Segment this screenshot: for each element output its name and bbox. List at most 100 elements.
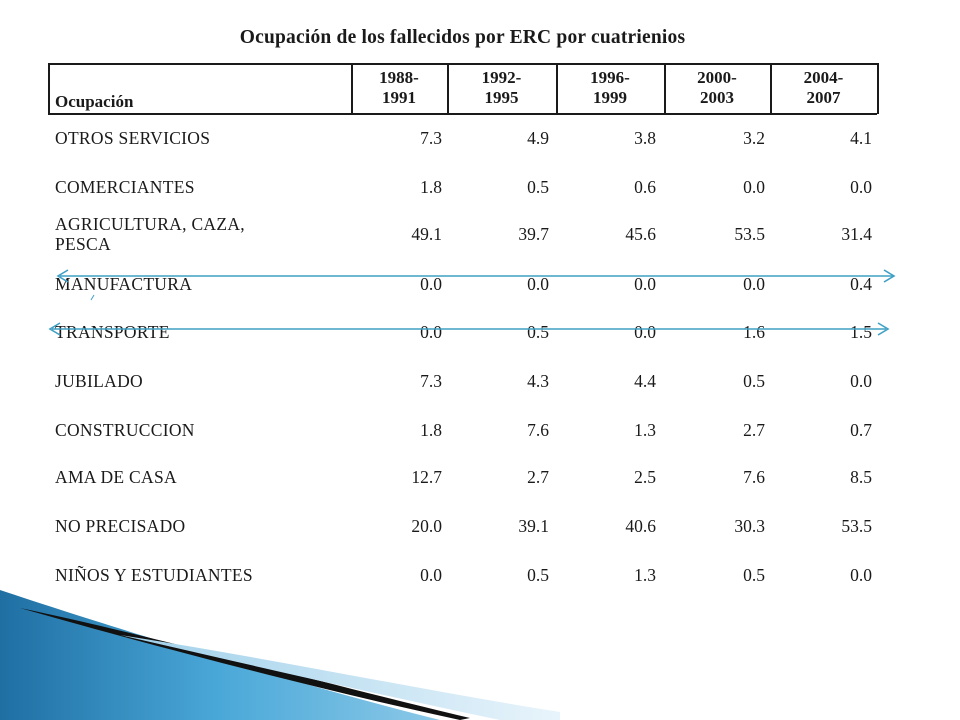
row-label: OTROS SERVICIOS — [55, 128, 210, 148]
arrow-manufactura — [56, 269, 896, 301]
row-value: 0.0 — [420, 565, 442, 585]
row-value: 2.5 — [634, 467, 656, 487]
row-value: 1.8 — [420, 177, 442, 197]
period-line: 1996- — [590, 68, 630, 87]
row-label-line: AGRICULTURA, CAZA, — [55, 214, 245, 234]
row-value: 7.6 — [527, 420, 549, 440]
row-value: 31.4 — [841, 224, 872, 244]
row-value: 1.3 — [634, 565, 656, 585]
column-header-period: 2004- 2007 — [770, 63, 877, 113]
row-value: 12.7 — [411, 467, 442, 487]
header-top-rule — [48, 63, 877, 65]
row-value: 0.0 — [420, 274, 442, 294]
row-value: 1.8 — [420, 420, 442, 440]
header-vertical-rule — [447, 63, 449, 114]
row-label-line: COMERCIANTES — [55, 177, 195, 197]
row-value: 3.8 — [634, 128, 656, 148]
row-value: 0.0 — [634, 322, 656, 342]
swoosh-light — [120, 635, 560, 720]
row-label-line: NO PRECISADO — [55, 516, 186, 536]
column-header-period: 2000- 2003 — [664, 63, 770, 113]
row-value: 4.3 — [527, 371, 549, 391]
row-value: 30.3 — [734, 516, 765, 536]
arrow-transporte — [48, 322, 890, 336]
row-label: NO PRECISADO — [55, 516, 186, 536]
row-value: 0.0 — [527, 274, 549, 294]
row-value: 39.1 — [518, 516, 549, 536]
header-vertical-rule — [664, 63, 666, 114]
period-line: 2003 — [700, 88, 734, 107]
row-value: 0.5 — [743, 371, 765, 391]
table-title: Ocupación de los fallecidos por ERC por … — [239, 27, 686, 48]
header-vertical-rule — [877, 63, 879, 114]
column-header-period: 1988- 1991 — [351, 63, 447, 113]
row-label-line: CONSTRUCCION — [55, 420, 195, 440]
period-line: 1995 — [484, 88, 519, 107]
row-value: 53.5 — [734, 224, 765, 244]
period-line: 1988- — [379, 68, 419, 87]
row-label-line: MANUFACTURA — [55, 274, 193, 294]
row-value: 0.0 — [743, 177, 765, 197]
column-header-ocupacion: Ocupación — [55, 92, 134, 111]
period-line: 1999 — [593, 88, 627, 107]
row-label-line: JUBILADO — [55, 371, 143, 391]
row-value: 49.1 — [411, 224, 442, 244]
row-value: 0.5 — [527, 177, 549, 197]
row-label-line: TRANSPORTE — [55, 322, 170, 342]
row-label: JUBILADO — [55, 371, 143, 391]
row-label: AGRICULTURA, CAZA, PESCA — [55, 214, 245, 254]
column-header-period: 1992- 1995 — [447, 63, 556, 113]
row-value: 0.0 — [634, 274, 656, 294]
row-label-line: OTROS SERVICIOS — [55, 128, 211, 148]
period-line: 2004- — [803, 68, 844, 87]
header-vertical-rule — [351, 63, 353, 114]
row-value: 4.9 — [527, 128, 549, 148]
row-value: 0.7 — [850, 420, 872, 440]
row-value: 53.5 — [841, 516, 872, 536]
period-line: 2007 — [806, 88, 841, 107]
row-value: 40.6 — [625, 516, 656, 536]
row-value: 0.0 — [850, 371, 872, 391]
row-value: 2.7 — [527, 467, 549, 487]
period-line: 1992- — [481, 68, 522, 87]
period-line: 2000- — [697, 68, 737, 87]
row-value: 7.3 — [420, 371, 442, 391]
header-bottom-rule — [48, 113, 877, 115]
row-label: CONSTRUCCION — [55, 420, 195, 440]
row-value: 0.0 — [420, 322, 442, 342]
row-value: 4.1 — [850, 128, 872, 148]
row-value: 0.0 — [850, 565, 872, 585]
row-value: 39.7 — [518, 224, 549, 244]
row-value: 0.4 — [850, 274, 872, 294]
row-value: 0.5 — [743, 565, 765, 585]
row-value: 7.6 — [743, 467, 765, 487]
row-value: 1.5 — [850, 322, 872, 342]
row-value: 4.4 — [634, 371, 656, 391]
period-line: 1991 — [382, 88, 416, 107]
row-label: MANUFACTURA — [55, 274, 192, 294]
row-value: 0.5 — [527, 322, 549, 342]
row-label-line: NIÑOS Y ESTUDIANTES — [55, 565, 253, 585]
row-value: 1.3 — [634, 420, 656, 440]
header-vertical-rule — [770, 63, 772, 114]
row-label-line: AMA DE CASA — [55, 467, 177, 487]
row-value: 7.3 — [420, 128, 442, 148]
row-value: 45.6 — [625, 224, 656, 244]
row-value: 8.5 — [850, 467, 872, 487]
row-value: 0.6 — [634, 177, 656, 197]
row-label: COMERCIANTES — [55, 177, 195, 197]
header-left-rule — [48, 63, 50, 114]
row-value: 0.0 — [850, 177, 872, 197]
row-value: 20.0 — [411, 516, 442, 536]
swoosh-dark — [20, 608, 470, 720]
header-vertical-rule — [556, 63, 558, 114]
row-value: 0.5 — [527, 565, 549, 585]
decorative-swoosh — [0, 590, 560, 720]
column-header-period: 1996- 1999 — [556, 63, 664, 113]
row-value: 3.2 — [743, 128, 765, 148]
row-label-line: PESCA — [55, 234, 111, 254]
row-label: TRANSPORTE — [55, 322, 170, 342]
row-label: NIÑOS Y ESTUDIANTES — [55, 565, 253, 585]
